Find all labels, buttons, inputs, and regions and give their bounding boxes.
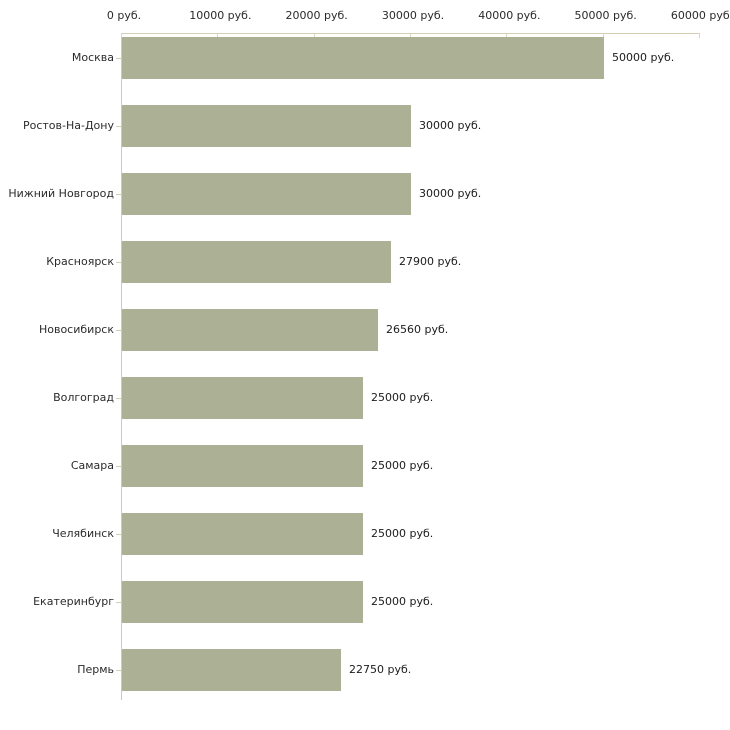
bar xyxy=(122,105,411,147)
bar xyxy=(122,37,604,79)
x-tick xyxy=(410,33,411,38)
bar xyxy=(122,173,411,215)
y-tick xyxy=(116,126,121,127)
value-label: 25000 руб. xyxy=(371,595,434,608)
bar xyxy=(122,445,363,487)
category-label: Москва xyxy=(71,51,114,64)
category-label: Ростов-На-Дону xyxy=(22,119,114,132)
category-label: Пермь xyxy=(77,663,114,676)
x-tick xyxy=(602,33,604,38)
category-label: Челябинск xyxy=(52,527,114,540)
y-tick xyxy=(116,330,121,331)
x-tick xyxy=(506,33,508,38)
x-tick-label: 20000 руб. xyxy=(285,9,348,22)
x-tick-label: 30000 руб. xyxy=(381,9,445,22)
value-label: 25000 руб. xyxy=(371,527,434,540)
y-tick xyxy=(116,670,121,671)
bar xyxy=(122,241,391,283)
value-label: 30000 руб. xyxy=(419,187,482,200)
category-label: Нижний Новгород xyxy=(8,187,114,200)
value-label: 27900 руб. xyxy=(399,255,462,268)
x-tick xyxy=(121,33,122,38)
x-tick xyxy=(217,33,219,38)
bar xyxy=(122,309,378,351)
category-label: Волгоград xyxy=(53,391,114,404)
x-tick-label: 10000 руб. xyxy=(189,9,252,22)
y-axis-line xyxy=(121,33,122,700)
value-label: 25000 руб. xyxy=(371,459,434,472)
y-tick xyxy=(116,602,121,603)
y-tick xyxy=(116,262,121,263)
x-tick-label: 50000 руб. xyxy=(574,9,637,22)
x-tick xyxy=(313,33,315,38)
x-tick-label: 60000 руб. xyxy=(670,9,730,22)
y-tick xyxy=(116,398,121,399)
x-tick-label: 40000 руб. xyxy=(478,9,541,22)
category-label: Самара xyxy=(70,459,114,472)
y-tick xyxy=(116,58,121,59)
category-label: Красноярск xyxy=(46,255,114,268)
category-label: Екатеринбург xyxy=(33,595,114,608)
y-tick xyxy=(116,534,121,535)
bar xyxy=(122,377,363,419)
value-label: 50000 руб. xyxy=(612,51,675,64)
category-label: Новосибирск xyxy=(38,323,114,336)
value-label: 22750 руб. xyxy=(349,663,412,676)
bar xyxy=(122,581,363,623)
x-tick-label: 0 руб. xyxy=(106,9,142,22)
bar xyxy=(122,649,341,691)
value-label: 25000 руб. xyxy=(371,391,434,404)
value-label: 26560 руб. xyxy=(386,323,449,336)
bar xyxy=(122,513,363,555)
value-label: 30000 руб. xyxy=(419,119,482,132)
y-tick xyxy=(116,194,121,195)
x-tick xyxy=(699,33,700,38)
y-tick xyxy=(116,466,121,467)
